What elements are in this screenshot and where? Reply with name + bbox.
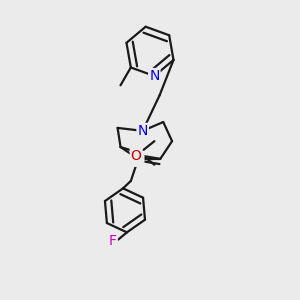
Text: N: N <box>149 69 160 83</box>
Text: O: O <box>131 149 142 163</box>
Text: N: N <box>137 124 148 138</box>
Text: N: N <box>133 152 143 166</box>
Text: F: F <box>109 234 117 248</box>
